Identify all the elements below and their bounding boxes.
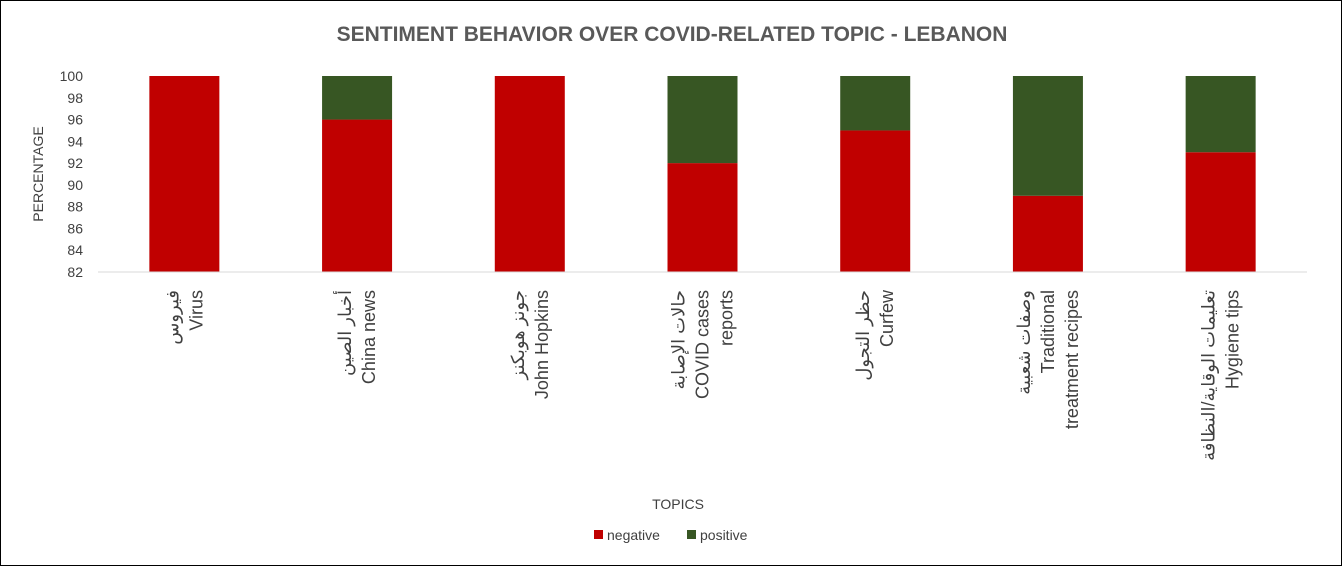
bar-negative	[840, 130, 911, 272]
y-tick-label: 92	[67, 155, 83, 171]
y-tick-label: 82	[67, 264, 83, 280]
bar-negative	[1012, 195, 1083, 272]
y-tick-label: 84	[67, 242, 83, 258]
bar-positive	[1185, 76, 1256, 153]
y-axis-label: PERCENTAGE	[30, 126, 46, 221]
y-tick-label: 86	[67, 220, 83, 236]
bar-positive	[667, 76, 738, 164]
y-tick-label: 96	[67, 112, 83, 128]
bars-group	[149, 76, 1256, 272]
x-tick-label: أخبار الصين	[333, 290, 356, 376]
bar-positive	[840, 76, 911, 131]
y-tick-label: 88	[67, 199, 83, 215]
y-tick-label: 90	[67, 177, 83, 193]
x-tick-label: Traditional	[1038, 290, 1058, 373]
legend-swatch-negative	[594, 530, 603, 539]
x-tick-label: John Hopkins	[532, 290, 552, 399]
x-tick-label: Virus	[186, 290, 206, 331]
bar-positive	[322, 76, 393, 120]
x-tick-label: treatment recipes	[1062, 290, 1082, 429]
chart-title: SENTIMENT BEHAVIOR OVER COVID-RELATED TO…	[337, 23, 1008, 46]
y-axis-ticks: 82 84 86 88 90 92 94 96 98 100	[60, 68, 84, 280]
x-axis-tick-labels: فيروس Virus أخبار الصين China news جونز هوبك…	[162, 289, 1242, 461]
x-tick-label: Curfew	[877, 289, 897, 347]
x-tick-label: China news	[359, 290, 379, 384]
bar-negative	[494, 76, 565, 272]
bar-negative	[1185, 152, 1256, 272]
y-tick-label: 94	[67, 133, 83, 149]
bar-negative	[322, 119, 393, 272]
x-tick-label: تعليمات الوقاية/النظافة	[1199, 290, 1220, 461]
y-tick-label: 100	[60, 68, 84, 84]
bar-positive	[1012, 76, 1083, 196]
x-tick-label: وصفات شعبية	[1014, 290, 1035, 395]
x-tick-label: COVID cases	[693, 290, 713, 399]
bar-negative	[667, 163, 738, 272]
legend-swatch-positive	[687, 530, 696, 539]
legend-label-positive: positive	[700, 527, 748, 543]
legend: negative positive	[594, 527, 748, 543]
x-tick-label: حالات الإصابة	[669, 290, 689, 390]
x-tick-label: فيروس	[162, 290, 183, 345]
legend-label-negative: negative	[607, 527, 660, 543]
x-tick-label: Hygiene tips	[1223, 290, 1243, 389]
x-tick-label: reports	[717, 290, 737, 346]
x-axis-label: TOPICS	[652, 496, 704, 512]
x-tick-label: جونز هوبكنز	[508, 290, 529, 380]
x-tick-label: حظر التجول	[853, 290, 874, 381]
bar-negative	[149, 76, 220, 272]
y-tick-label: 98	[67, 90, 83, 106]
